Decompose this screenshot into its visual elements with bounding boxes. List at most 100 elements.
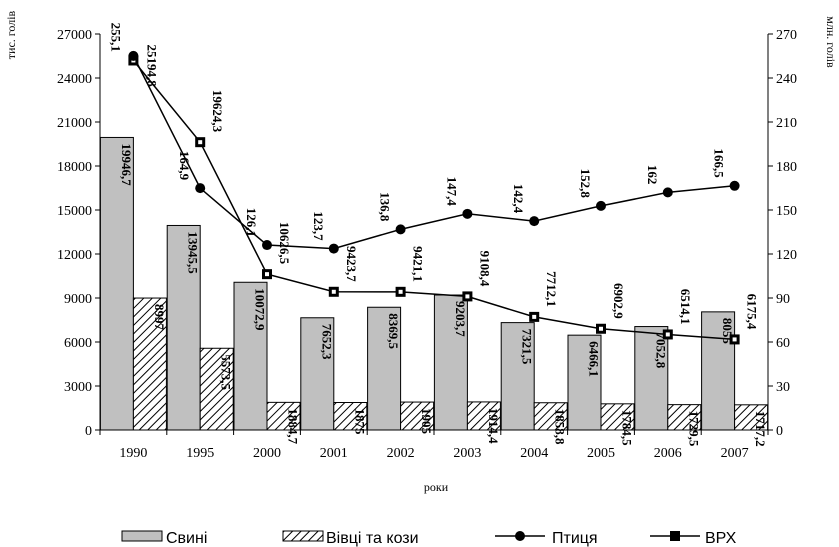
legend-label-cattle: ВРХ [705, 530, 737, 547]
data-label-cattle: 9421,1 [411, 246, 426, 282]
data-label-poultry: 164,9 [177, 151, 192, 181]
data-label-sheep-goats: 1729,5 [686, 411, 701, 447]
data-label-sheep-goats: 1717,2 [753, 411, 768, 447]
y-tick-label-left: 15000 [57, 204, 92, 219]
y-tick-label-right: 0 [776, 424, 783, 439]
data-label-poultry: 147,4 [444, 177, 459, 207]
legend-marker-cattle [670, 531, 680, 541]
marker-poultry [395, 224, 406, 235]
data-label-poultry: 166,5 [712, 149, 727, 179]
marker-cattle-inner [532, 314, 537, 319]
data-label-pigs: 6466,1 [587, 341, 602, 377]
y-axis-title-right: млн. голів [824, 16, 838, 68]
marker-poultry [328, 243, 339, 254]
marker-poultry [462, 208, 473, 219]
y-tick-label-left: 24000 [57, 72, 92, 87]
marker-cattle-inner [665, 332, 670, 337]
x-tick-label: 2002 [387, 446, 415, 461]
y-tick-label-right: 90 [776, 292, 790, 307]
legend-label-sheep-goats: Вівці та кози [326, 530, 419, 547]
data-label-pigs: 7052,8 [653, 333, 668, 369]
bar-pigs [166, 224, 201, 431]
y-tick-label-right: 30 [776, 380, 790, 395]
bar-pigs [701, 311, 736, 431]
data-label-sheep-goats: 1914,4 [486, 408, 501, 444]
data-label-cattle: 6175,4 [745, 294, 760, 330]
marker-poultry [662, 187, 673, 198]
y-tick-label-left: 0 [85, 424, 92, 439]
y-tick-label-right: 180 [776, 160, 797, 175]
data-label-pigs: 8055 [720, 318, 735, 345]
bar-pigs [634, 326, 669, 431]
y-tick-label-left: 21000 [57, 116, 92, 131]
marker-cattle-inner [331, 289, 336, 294]
y-tick-label-left: 6000 [64, 336, 92, 351]
x-tick-label: 2004 [520, 446, 548, 461]
legend: Свині Вівці та кози Птиця ВРХ [121, 530, 737, 547]
marker-cattle-inner [732, 337, 737, 342]
data-label-cattle: 6902,9 [611, 283, 626, 319]
marker-poultry [596, 200, 606, 211]
bar-sheep-goats [266, 401, 301, 431]
data-label-sheep-goats: 1875 [352, 409, 367, 436]
marker-poultry [128, 50, 139, 61]
data-label-pigs: 8369,5 [386, 313, 401, 349]
bar-pigs [433, 294, 468, 431]
y-tick-label-right: 240 [776, 72, 797, 87]
y-tick-label-right: 150 [776, 204, 797, 219]
x-axis-title: роки [424, 480, 449, 494]
bar-sheep-goats [466, 401, 501, 431]
marker-cattle-inner [265, 272, 269, 277]
y-tick-label-right: 60 [776, 336, 790, 351]
data-label-pigs: 9203,7 [453, 301, 468, 337]
y-tick-label-right: 120 [776, 248, 797, 263]
bar-sheep-goats [600, 403, 635, 431]
x-tick-label: 2000 [253, 446, 281, 461]
data-label-poultry: 255,1 [108, 23, 123, 52]
legend-label-poultry: Птиця [552, 530, 598, 547]
data-label-sheep-goats: 1905 [419, 408, 434, 435]
data-label-poultry: 142,4 [511, 184, 526, 214]
y-tick-label-left: 9000 [64, 292, 92, 307]
data-label-pigs: 19946,7 [119, 143, 134, 186]
marker-poultry [195, 183, 206, 194]
data-label-pigs: 10072,9 [253, 288, 268, 331]
data-label-sheep-goats: 1858,8 [553, 409, 568, 445]
marker-cattle-inner [599, 326, 603, 331]
bar-sheep-goats [667, 404, 702, 431]
y-tick-label-right: 210 [776, 116, 797, 131]
y-tick-label-left: 12000 [57, 248, 92, 263]
bar-pigs [99, 136, 134, 431]
x-tick-label: 2006 [654, 446, 682, 461]
legend-label-pigs: Свині [166, 530, 207, 547]
legend-swatch-sheep-goats [282, 530, 324, 542]
y-axis-title-left: тис. голів [4, 10, 18, 59]
y-tick-label-left: 3000 [64, 380, 92, 395]
data-label-cattle: 9108,4 [477, 251, 492, 287]
data-label-poultry: 126,1 [244, 208, 259, 237]
line-cattle [132, 60, 735, 341]
marker-cattle-inner [198, 140, 203, 145]
y-tick-label-right: 270 [776, 28, 797, 43]
data-label-cattle: 25194,8 [144, 44, 159, 87]
data-label-cattle: 6514,1 [678, 289, 693, 325]
marker-poultry [729, 180, 740, 191]
data-label-pigs: 7321,5 [520, 329, 535, 365]
y-tick-label-left: 18000 [57, 160, 92, 175]
x-tick-label: 2003 [453, 446, 481, 461]
data-label-cattle: 9423,7 [344, 246, 359, 282]
data-label-pigs: 7652,3 [319, 324, 334, 360]
x-tick-label: 1995 [186, 446, 214, 461]
legend-marker-poultry [515, 531, 525, 541]
marker-cattle-inner [398, 289, 403, 294]
bar-sheep-goats [333, 402, 368, 431]
data-label-poultry: 136,8 [378, 192, 393, 222]
data-label-pigs: 13945,5 [186, 231, 201, 274]
bar-sheep-goats [132, 297, 167, 431]
bar-sheep-goats [400, 401, 435, 431]
data-label-poultry: 123,7 [311, 211, 326, 241]
bar-sheep-goats [199, 347, 234, 431]
line-poultry [132, 55, 735, 250]
data-label-cattle: 7712,1 [544, 271, 559, 307]
y-tick-label-left: 27000 [57, 28, 92, 43]
